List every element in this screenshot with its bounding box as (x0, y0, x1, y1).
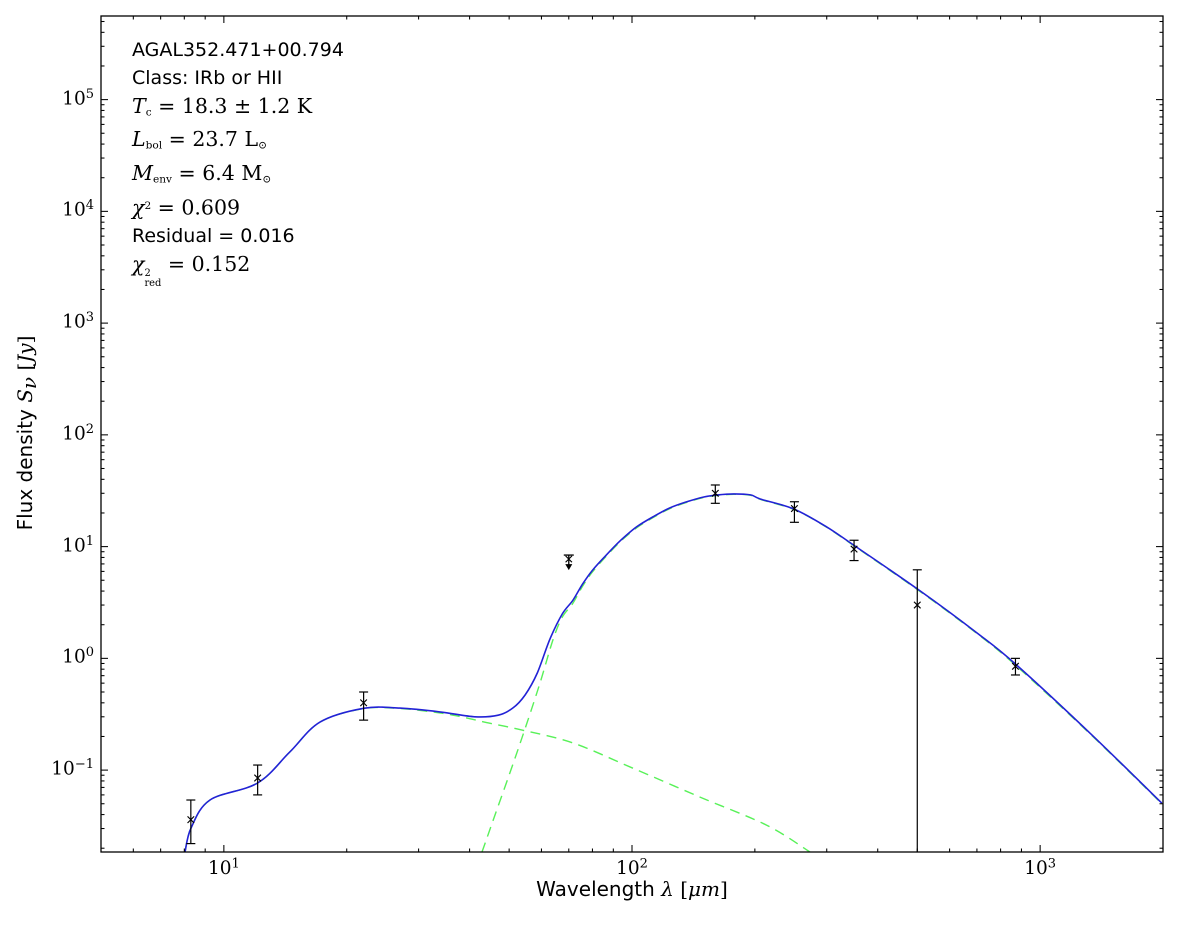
data-point (912, 569, 922, 852)
down-arrow-icon (565, 564, 573, 571)
data-point (1010, 657, 1020, 676)
axis-ticks (101, 16, 1163, 852)
warm-component-curve (184, 706, 811, 852)
data-point (789, 501, 799, 523)
data-point (253, 764, 263, 796)
plot-frame (100, 15, 1164, 853)
cold-component-curve (481, 493, 1163, 852)
data-point (186, 799, 196, 845)
data-point (710, 484, 720, 504)
data-point (563, 554, 574, 571)
data-point (849, 539, 859, 562)
data-point (359, 691, 369, 721)
data-points (186, 484, 1020, 852)
fit-total-curve (184, 493, 1163, 852)
model-curves (184, 493, 1163, 852)
